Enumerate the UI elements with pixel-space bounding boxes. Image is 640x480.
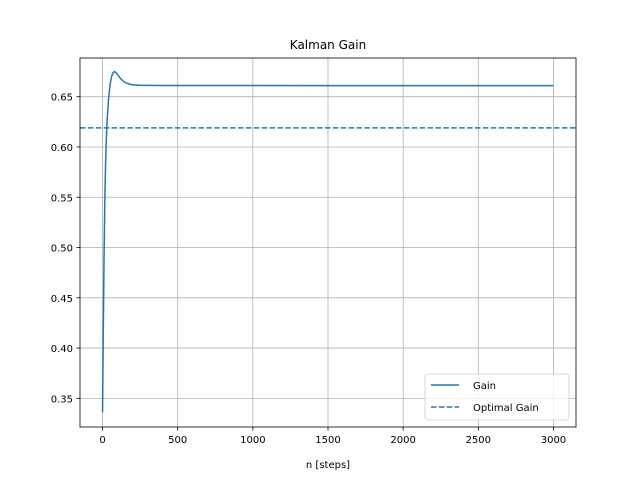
x-axis-label: n [steps] [306,460,350,471]
legend-label-optimal-gain: Optimal Gain [473,403,539,414]
legend: Gain Optimal Gain [424,373,570,421]
legend-label-gain: Gain [473,381,496,392]
grid [80,58,576,427]
x-tick-label: 500 [168,435,187,446]
x-tick-label: 1500 [315,435,340,446]
y-tick-label: 0.60 [51,143,73,154]
chart-title: Kalman Gain [290,38,366,52]
y-tick-label: 0.45 [51,294,73,305]
y-tick-label: 0.65 [51,93,73,104]
y-tick-label: 0.50 [51,244,73,255]
x-tick-label: 2000 [390,435,415,446]
plot-lines [80,70,576,413]
y-tick-label: 0.55 [51,193,73,204]
y-tick-label: 0.40 [51,344,73,355]
x-tick-label: 1000 [240,435,265,446]
legend-box [424,373,570,421]
x-tick-label: 0 [99,435,105,446]
x-tick-label: 3000 [541,435,566,446]
y-tick-label: 0.35 [51,394,73,405]
series-line-gain [101,70,554,413]
axis-ticks: 0 500 1000 1500 2000 2500 3000 0.35 0.40 0.45 0.50… [51,93,566,446]
x-tick-label: 2500 [466,435,491,446]
